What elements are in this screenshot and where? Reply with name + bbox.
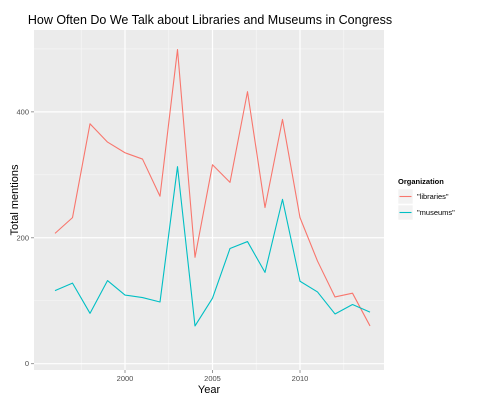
plot-panel [34,30,384,370]
legend: Organization "libraries" "museums" [398,177,455,220]
legend-label: "libraries" [417,192,449,201]
y-tick-label: 0 [25,359,29,368]
x-tick-label: 2010 [292,374,309,383]
x-tick-label: 2005 [204,374,221,383]
y-tick-label: 400 [16,107,29,116]
legend-label: "museums" [417,208,455,217]
chart-title: How Often Do We Talk about Libraries and… [28,13,392,27]
x-axis-title: Year [198,384,221,396]
x-tick-label: 2000 [117,374,134,383]
y-axis-title: Total mentions [9,164,21,235]
x-axis-ticks: 2000 2005 2010 [117,370,309,383]
legend-title: Organization [398,177,444,186]
legend-items: "libraries" "museums" [398,189,455,220]
